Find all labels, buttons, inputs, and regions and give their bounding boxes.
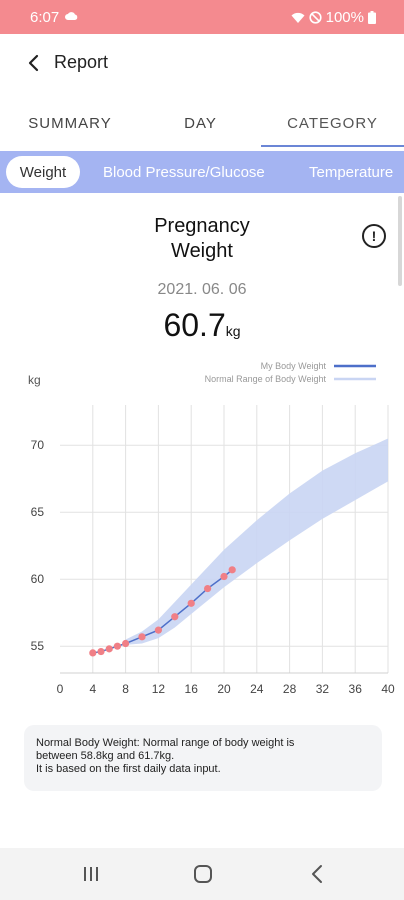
title-line-1: Pregnancy: [154, 215, 250, 237]
system-nav-bar: [0, 848, 404, 900]
category-strip: Weight Blood Pressure/Glucose Temperatur…: [0, 151, 404, 193]
note-line-2: between 58.8kg and 61.7kg.: [36, 750, 175, 762]
recents-icon[interactable]: [82, 866, 100, 882]
page-title: Report: [54, 52, 109, 72]
info-icon: !: [371, 228, 377, 244]
weight-unit: kg: [225, 323, 241, 339]
x-tick-label: 8: [122, 682, 129, 696]
scrollbar[interactable]: [398, 196, 402, 286]
do-not-disturb-icon: [309, 11, 322, 24]
tab-day[interactable]: DAY: [184, 114, 217, 132]
wifi-icon: [291, 12, 305, 23]
weight-chart: 0 4 8 12 16 20 24 28 32 36 40 55 60 65 70 kg My Body …: [28, 361, 395, 696]
report-title: Pregnancy Weight: [100, 214, 304, 264]
y-tick-label: 60: [31, 572, 45, 586]
x-tick-label: 36: [349, 682, 363, 696]
normal-weight-note: Normal Body Weight: Normal range of body…: [24, 725, 382, 791]
chart-legend: My Body Weight Normal Range of Body Weig…: [205, 361, 376, 384]
y-axis-ticks: 55 60 65 70: [31, 438, 45, 653]
data-point: [154, 626, 162, 634]
battery-percent: 100%: [325, 9, 364, 26]
app-header: Report: [0, 34, 404, 90]
data-point: [171, 613, 179, 621]
x-axis-ticks: 0 4 8 12 16 20 24 28 32 36 40: [57, 682, 395, 696]
note-line-3: It is based on the first daily data inpu…: [36, 763, 221, 775]
x-tick-label: 12: [152, 682, 166, 696]
y-tick-label: 70: [31, 438, 45, 452]
my-weight-points: [89, 566, 236, 657]
tab-bar: SUMMARY DAY CATEGORY: [0, 100, 404, 148]
x-tick-label: 20: [217, 682, 231, 696]
data-point: [113, 642, 121, 650]
chevron-left-icon: [28, 54, 39, 72]
nav-back-icon[interactable]: [308, 864, 326, 884]
legend-my-body-weight: My Body Weight: [261, 361, 327, 371]
x-tick-label: 4: [89, 682, 96, 696]
data-point: [228, 566, 236, 574]
note-line-1: Normal Body Weight: Normal range of body…: [36, 737, 295, 749]
y-tick-label: 65: [31, 505, 45, 519]
chip-blood-pressure-glucose[interactable]: Blood Pressure/Glucose: [103, 163, 265, 181]
y-axis-label: kg: [28, 373, 41, 387]
x-tick-label: 28: [283, 682, 297, 696]
x-tick-label: 24: [250, 682, 264, 696]
status-icons: 100%: [291, 9, 376, 26]
data-point: [97, 647, 105, 656]
tab-category[interactable]: CATEGORY: [287, 114, 378, 132]
status-bar: 6:07 100%: [0, 0, 404, 34]
data-point: [138, 633, 146, 641]
data-point: [220, 572, 228, 581]
data-point: [89, 649, 97, 657]
data-point: [122, 639, 130, 648]
x-tick-label: 0: [57, 682, 64, 696]
y-tick-label: 55: [31, 639, 45, 653]
home-icon[interactable]: [194, 865, 212, 883]
weight-value: 60.7kg: [100, 307, 304, 344]
chip-temperature[interactable]: Temperature: [309, 163, 394, 181]
tab-summary[interactable]: SUMMARY: [28, 114, 112, 132]
x-tick-label: 40: [381, 682, 395, 696]
weight-number: 60.7: [163, 307, 226, 343]
status-time: 6:07: [30, 9, 60, 26]
back-button[interactable]: [18, 48, 48, 78]
normal-range-band: [125, 438, 388, 645]
cloud-icon: [65, 12, 78, 20]
x-tick-label: 32: [316, 682, 330, 696]
legend-normal-range: Normal Range of Body Weight: [205, 374, 327, 384]
data-point: [204, 584, 212, 593]
tab-indicator: [261, 145, 404, 147]
data-point: [105, 645, 113, 653]
measurement-date: 2021. 06. 06: [157, 281, 247, 298]
battery-icon: [368, 11, 376, 24]
x-tick-label: 16: [185, 682, 199, 696]
chip-weight[interactable]: Weight: [6, 156, 80, 188]
title-line-2: Weight: [171, 240, 233, 262]
chart-grid: [60, 405, 389, 674]
data-point: [187, 599, 195, 607]
info-button[interactable]: !: [362, 224, 386, 248]
